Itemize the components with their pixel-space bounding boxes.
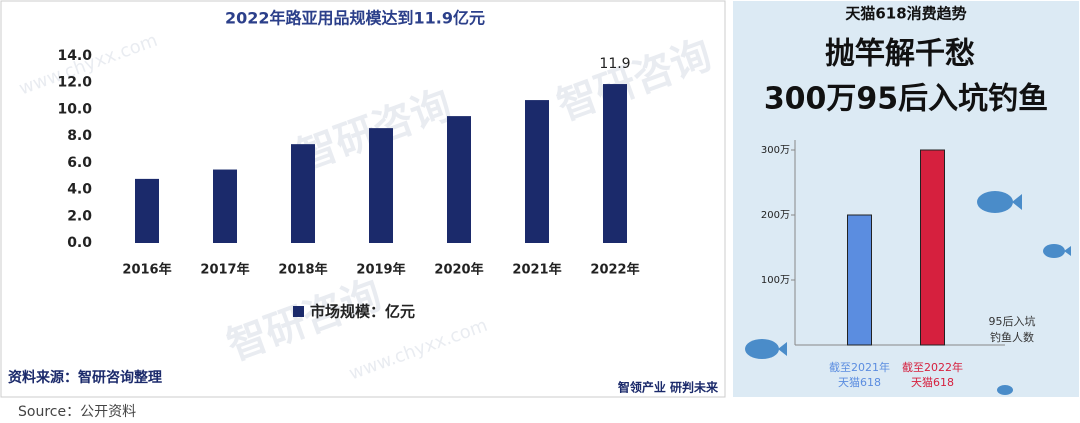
- x-tick-label: 2017年: [200, 262, 249, 278]
- legend-label: 市场规模：亿元: [310, 303, 415, 321]
- bar: [135, 178, 159, 243]
- y-tick-label: 300万: [761, 145, 790, 156]
- y-tick-label: 12.0: [57, 75, 92, 91]
- caption: Source：公开资料: [18, 404, 136, 420]
- bar: [291, 144, 315, 243]
- y-tick-label: 200万: [761, 210, 790, 221]
- bar: [920, 149, 945, 346]
- bar: [525, 100, 549, 243]
- fish: [1064, 246, 1071, 256]
- x-tick-label: 2021年: [512, 262, 561, 278]
- x-tick-label: 2019年: [356, 262, 405, 278]
- y-tick-label: 8.0: [67, 128, 92, 144]
- y-tick-label: 14.0: [57, 48, 92, 64]
- y-axis-label: 95后入坑: [989, 314, 1036, 328]
- x-tick-label: 2020年: [434, 262, 483, 278]
- bar: [213, 169, 237, 243]
- source: 资料来源：智研咨询整理: [8, 369, 162, 386]
- x-tick-label: 2016年: [122, 262, 171, 278]
- fish: [1012, 194, 1022, 210]
- fish-decor: [745, 191, 1071, 395]
- y-tick-label: 10.0: [57, 101, 92, 117]
- headline: 300万95后入坑钓鱼: [764, 82, 1048, 117]
- fish: [745, 339, 779, 359]
- bar: [847, 214, 872, 346]
- fish: [997, 385, 1013, 395]
- y-tick-label: 100万: [761, 275, 790, 286]
- legend-swatch: [293, 306, 304, 317]
- bar: [369, 128, 393, 243]
- x-tick-label: 2022年: [590, 262, 639, 278]
- fish: [1043, 244, 1065, 258]
- chart-title: 天猫618消费趋势: [845, 5, 966, 23]
- headline: 抛竿解千愁: [825, 37, 975, 72]
- bar: [603, 84, 627, 243]
- x-tick-label: 2018年: [278, 262, 327, 278]
- chart-title: 2022年路亚用品规模达到11.9亿元: [225, 9, 485, 28]
- x-tick-label: 天猫618: [838, 376, 881, 389]
- y-tick-label: 6.0: [67, 155, 92, 171]
- slogan: 智领产业 研判未来: [617, 380, 719, 395]
- fish: [778, 342, 787, 356]
- y-tick-label: 2.0: [67, 208, 92, 224]
- y-tick-label: 0.0: [67, 235, 92, 251]
- y-axis-label: 钓鱼人数: [990, 330, 1034, 344]
- x-tick-label: 天猫618: [911, 376, 954, 389]
- y-tick-label: 4.0: [67, 182, 92, 198]
- x-tick-label: 截至2022年: [902, 360, 963, 374]
- data-label: 11.9: [599, 56, 630, 72]
- x-tick-label: 截至2021年: [829, 360, 890, 374]
- fish: [977, 191, 1013, 213]
- bar: [447, 116, 471, 243]
